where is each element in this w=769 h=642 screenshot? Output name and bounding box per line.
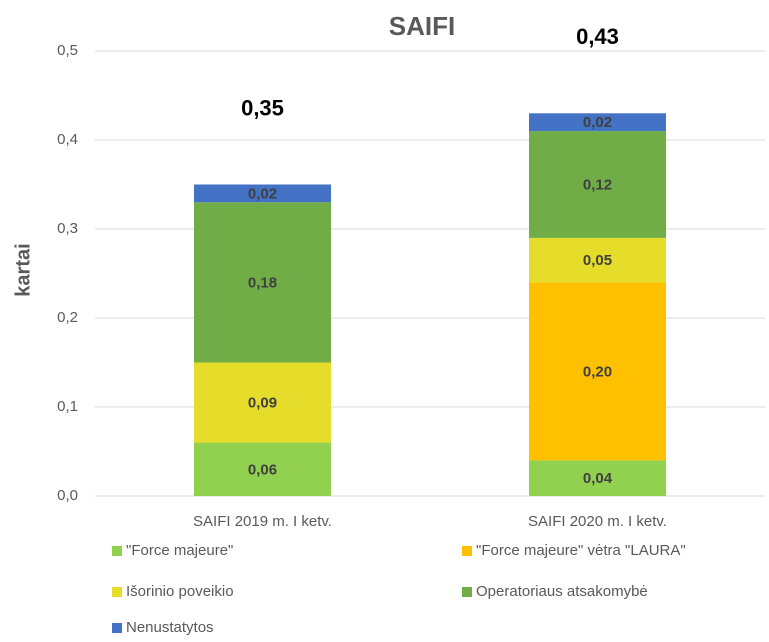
x-tick-label: SAIFI 2019 m. I ketv. [193, 513, 332, 530]
value-label: 0,05 [583, 252, 612, 269]
legend-swatch [112, 587, 122, 597]
y-tick-label: 0,0 [57, 487, 78, 504]
value-label: 0,06 [248, 461, 277, 478]
legend-label: Išorinio poveikio [126, 583, 234, 600]
bar-segment [529, 282, 666, 461]
legend-label: "Force majeure" vėtra "LAURA" [476, 542, 686, 559]
bar-segment [194, 184, 331, 203]
value-label: 0,04 [583, 470, 613, 487]
y-tick-label: 0,2 [57, 309, 78, 326]
total-label: 0,35 [241, 95, 284, 120]
y-tick-label: 0,3 [57, 220, 78, 237]
bar-segment [529, 131, 666, 238]
y-axis-label: kartai [12, 243, 34, 296]
legend-swatch [112, 546, 122, 556]
value-label: 0,20 [583, 363, 612, 380]
bar-segment [529, 113, 666, 132]
bar-segment [529, 460, 666, 496]
legend-label: Nenustatytos [126, 619, 214, 636]
legend-swatch [462, 546, 472, 556]
legend-swatch [112, 623, 122, 633]
y-tick-label: 0,4 [57, 131, 78, 148]
bar-segment [194, 202, 331, 363]
value-label: 0,18 [248, 274, 277, 291]
y-tick-label: 0,5 [57, 42, 78, 59]
bar-segment [194, 362, 331, 443]
value-label: 0,02 [248, 185, 277, 202]
x-tick-label: SAIFI 2020 m. I ketv. [528, 513, 667, 530]
bar-segment [194, 442, 331, 496]
y-tick-label: 0,1 [57, 398, 78, 415]
legend-label: "Force majeure" [126, 542, 233, 559]
legend-swatch [462, 587, 472, 597]
value-label: 0,09 [248, 395, 277, 412]
bar-segment [529, 237, 666, 283]
chart-title: SAIFI [389, 11, 455, 41]
legend-label: Operatoriaus atsakomybė [476, 583, 648, 600]
total-label: 0,43 [576, 24, 619, 49]
value-label: 0,12 [583, 176, 612, 193]
value-label: 0,02 [583, 114, 612, 131]
